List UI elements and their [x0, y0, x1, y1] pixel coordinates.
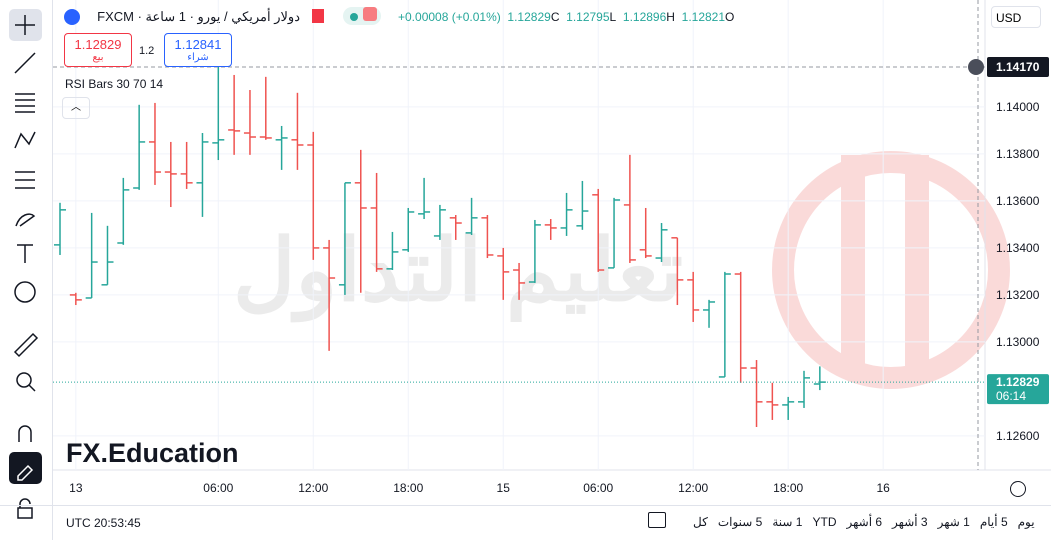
time-label: 15 [497, 481, 511, 495]
price-label: 1.12829 [996, 375, 1040, 389]
ohlc-legend: +0.00008 (+0.01%) 1.12829C 1.12795L 1.12… [398, 10, 734, 24]
range-button[interactable]: 5 سنوات [717, 515, 763, 529]
o-label: O [725, 10, 735, 24]
open-value: 1.12821 [681, 10, 726, 24]
h-label: H [666, 10, 675, 24]
range-button[interactable]: 3 أشهر [892, 515, 928, 529]
collapse-button[interactable]: ︿ [62, 97, 90, 119]
logo-watermark [772, 151, 1010, 389]
crosshair-label: 1.14170 [996, 60, 1040, 74]
currency[interactable]: USD [991, 6, 1041, 28]
crosshair-plus [968, 58, 984, 75]
sell-price: 1.12829 [74, 37, 122, 52]
time-label: 18:00 [393, 481, 423, 495]
symbol-icon [64, 9, 80, 25]
time-label: 18:00 [773, 481, 803, 495]
range-button[interactable]: YTD [812, 515, 837, 529]
chart: تعليم التداول 13 06:00 12:00 18:00 15 06:00 12… [53, 0, 1051, 495]
range-button[interactable]: يوم [1017, 515, 1035, 529]
countdown: 06:14 [996, 389, 1026, 403]
y-tick-label: 1.12600 [996, 429, 1040, 443]
buy-label: شراء [187, 52, 209, 63]
toolbar-icons [9, 9, 42, 519]
high-value: 1.12896 [622, 10, 667, 24]
time-label: 16 [876, 481, 890, 495]
c-label: C [550, 10, 560, 24]
low-value: 1.12795 [566, 10, 610, 24]
watermark-text: تعليم التداول [233, 223, 683, 323]
status-badge [343, 7, 381, 25]
y-tick-label: 1.13200 [996, 288, 1040, 302]
symbol-title[interactable]: دولار أمريكي / يورو · 1 ساعة · FXCM [97, 9, 300, 24]
spread: 1.2 [139, 45, 155, 57]
sell-button[interactable]: 1.12829 بيع [64, 33, 132, 67]
date-range-icon[interactable] [648, 512, 666, 528]
range-button[interactable]: كل [693, 515, 708, 529]
range-button[interactable]: 1 شهر [937, 515, 970, 529]
y-tick-label: 1.14000 [996, 100, 1040, 114]
time-label: 13 [69, 481, 83, 495]
brand: FX.Education [66, 438, 239, 468]
left-toolbar [0, 0, 53, 540]
y-tick-label: 1.13600 [996, 194, 1040, 208]
close-value: 1.12829 [507, 10, 551, 24]
settings-icon[interactable] [1010, 481, 1026, 497]
time-label: 06:00 [203, 481, 233, 495]
buy-button[interactable]: 1.12841 شراء [164, 33, 232, 67]
y-tick-label: 1.13800 [996, 147, 1040, 161]
change: +0.00008 (+0.01%) [398, 10, 501, 24]
range-button[interactable]: 6 أشهر [846, 515, 883, 529]
buy-price: 1.12841 [174, 37, 222, 52]
time-label: 06:00 [583, 481, 613, 495]
range-button[interactable]: 1 سنة [772, 515, 803, 529]
sell-label: بيع [92, 52, 104, 63]
y-tick-label: 1.13400 [996, 241, 1040, 255]
flag [312, 9, 324, 23]
time-label: 12:00 [298, 481, 328, 495]
range-buttons: كل 5 سنوات 1 سنة YTD 6 أشهر 3 أشهر 1 شهر 5 أيام… [688, 515, 1040, 529]
y-tick-label: 1.13000 [996, 335, 1040, 349]
l-label: L [609, 10, 617, 24]
indicator-label[interactable]: RSI Bars 30 70 14 [65, 77, 164, 91]
range-button[interactable]: 5 أيام [979, 515, 1008, 529]
crosshair-label-bg [987, 56, 1049, 77]
time-label: 12:00 [678, 481, 708, 495]
clock: UTC 20:53:45 [66, 516, 141, 530]
footer-divider [0, 505, 1051, 506]
price-label-bg [987, 374, 1049, 405]
